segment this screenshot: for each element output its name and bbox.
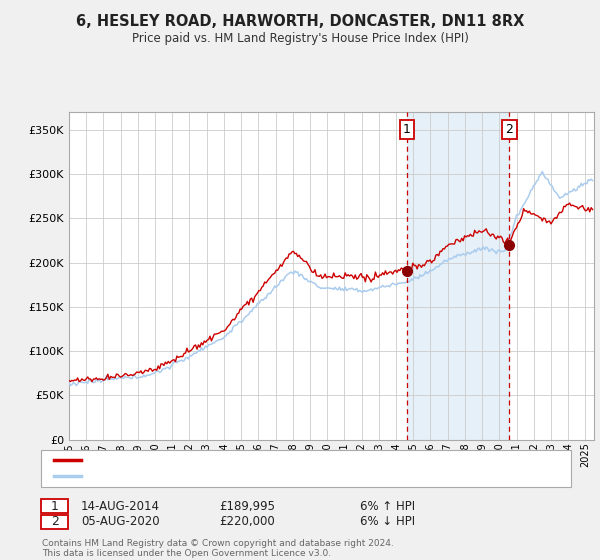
Text: 6% ↓ HPI: 6% ↓ HPI	[360, 515, 415, 529]
Text: HPI: Average price, detached house, Bassetlaw: HPI: Average price, detached house, Bass…	[87, 471, 333, 481]
Bar	[407, 112, 509, 440]
Text: 05-AUG-2020: 05-AUG-2020	[81, 515, 160, 529]
Text: Price paid vs. HM Land Registry's House Price Index (HPI): Price paid vs. HM Land Registry's House …	[131, 32, 469, 45]
Text: Contains HM Land Registry data © Crown copyright and database right 2024.
This d: Contains HM Land Registry data © Crown c…	[42, 539, 394, 558]
Text: 6, HESLEY ROAD, HARWORTH, DONCASTER, DN11 8RX: 6, HESLEY ROAD, HARWORTH, DONCASTER, DN1…	[76, 14, 524, 29]
Text: 14-AUG-2014: 14-AUG-2014	[81, 500, 160, 513]
Text: 6% ↑ HPI: 6% ↑ HPI	[360, 500, 415, 513]
Text: 6, HESLEY ROAD, HARWORTH, DONCASTER, DN11 8RX (detached house): 6, HESLEY ROAD, HARWORTH, DONCASTER, DN1…	[87, 455, 467, 465]
Text: £189,995: £189,995	[219, 500, 275, 513]
Text: 2: 2	[506, 123, 514, 136]
Text: 2: 2	[50, 515, 59, 529]
Text: 1: 1	[50, 500, 59, 513]
Text: 1: 1	[403, 123, 410, 136]
Text: £220,000: £220,000	[219, 515, 275, 529]
